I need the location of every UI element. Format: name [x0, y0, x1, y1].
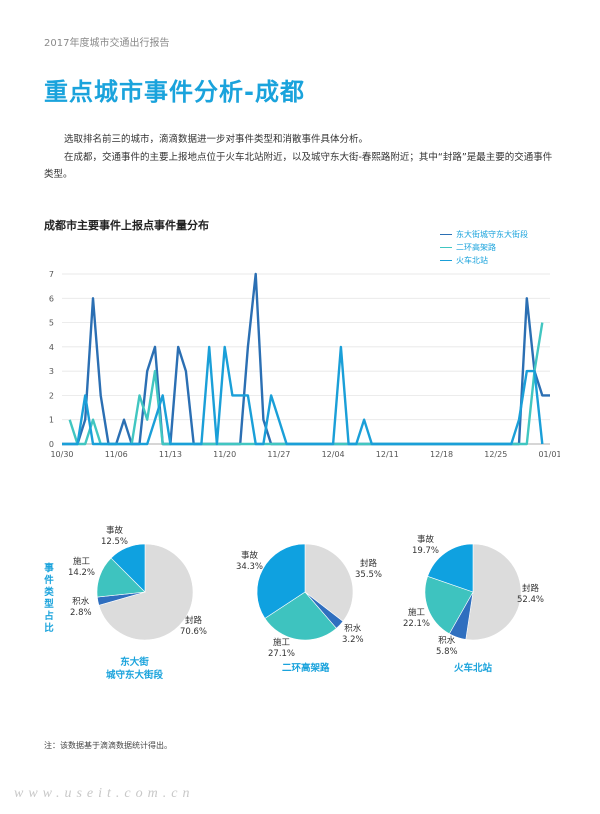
- slice-name: 封路: [185, 616, 203, 626]
- pie-chart-huochebeizhan: [424, 543, 522, 641]
- legend-swatch: [440, 234, 452, 235]
- line-chart-legend: 东大街城守东大街段 二环高架路 火车北站: [440, 228, 528, 267]
- pie-slice-封路: [304, 543, 354, 622]
- slice-name: 事故: [106, 526, 124, 536]
- x-tick-label: 12/18: [430, 450, 453, 459]
- y-tick-label: 6: [49, 294, 54, 303]
- slice-value: 5.8%: [436, 646, 458, 657]
- y-tick-label: 0: [49, 440, 54, 449]
- pie-name-erhuan: 二环高架路: [282, 663, 330, 674]
- slice-value: 52.4%: [517, 594, 545, 605]
- pie-slice-施工: [424, 575, 474, 635]
- x-tick-label: 12/25: [484, 450, 507, 459]
- x-tick-label: 12/04: [322, 450, 345, 459]
- slice-value: 22.1%: [403, 618, 431, 629]
- pie-label-jishui: 积水 2.8%: [70, 597, 92, 618]
- pie-name-huochebeizhan: 火车北站: [454, 663, 493, 674]
- page-title: 重点城市事件分析-成都: [44, 78, 305, 106]
- y-tick-label: 4: [49, 343, 54, 352]
- slice-name: 积水: [344, 624, 362, 634]
- y-tick-label: 7: [49, 270, 54, 279]
- pie-label-shigong: 施工 14.2%: [68, 557, 95, 578]
- y-tick-label: 3: [49, 367, 54, 376]
- x-tick-label: 11/27: [267, 450, 290, 459]
- legend-label: 火车北站: [456, 256, 488, 265]
- slice-name: 积水: [72, 597, 90, 607]
- pie-name-dongdajie: 东大街 城守东大街段: [106, 657, 164, 681]
- pie-slice-封路: [465, 543, 522, 641]
- pie-label-shigu: 事故 19.7%: [412, 535, 439, 556]
- line-chart: 0 1 2 3 4 5 6 7 10/30 11/06 11/13 11/20 11/27 12/04 12…: [49, 270, 560, 459]
- slice-value: 3.2%: [342, 634, 364, 645]
- slice-name: 封路: [522, 584, 540, 594]
- pie-label-shigu: 事故 34.3%: [236, 551, 263, 572]
- series-line-1: [68, 322, 544, 446]
- pie-label-fenglu: 封路 35.5%: [355, 559, 382, 580]
- x-tick-label: 12/11: [376, 450, 399, 459]
- series-line-2: [62, 345, 544, 446]
- pie-side-label: 事件类型占比: [44, 563, 54, 634]
- slice-value: 2.8%: [70, 607, 92, 618]
- legend-swatch: [440, 260, 452, 261]
- slice-value: 34.3%: [236, 561, 264, 572]
- pie-slice-事故: [110, 543, 146, 593]
- slice-value: 70.6%: [180, 626, 208, 637]
- pie-label-shigong: 施工 27.1%: [268, 638, 295, 659]
- legend-item-dongdajie: 东大街城守东大街段: [440, 228, 528, 241]
- legend-item-erhuan: 二环高架路: [440, 241, 528, 254]
- slice-value: 12.5%: [101, 536, 129, 547]
- pie-slice-封路: [98, 543, 194, 641]
- slice-value: 19.7%: [412, 545, 440, 556]
- line-chart-title: 成都市主要事件上报点事件量分布: [44, 219, 209, 232]
- x-tick-label: 10/30: [50, 450, 73, 459]
- legend-label: 二环高架路: [456, 243, 496, 252]
- y-tick-label: 2: [49, 391, 54, 400]
- pie-slice-施工: [264, 591, 337, 641]
- x-tick-label: 11/13: [159, 450, 182, 459]
- report-header: 2017年度城市交通出行报告: [44, 38, 170, 49]
- pie-label-fenglu: 封路 70.6%: [180, 616, 207, 637]
- legend-label: 东大街城守东大街段: [456, 230, 528, 239]
- slice-value: 14.2%: [68, 567, 96, 578]
- pie-chart-dongdajie: [96, 543, 194, 641]
- legend-swatch: [440, 247, 452, 248]
- data-note: 注：该数据基于滴滴数据统计得出。: [44, 741, 172, 750]
- pie-slice-事故: [427, 543, 474, 593]
- pie-label-shigu: 事故 12.5%: [101, 526, 128, 547]
- x-tick-label: 01/01: [538, 450, 560, 459]
- slice-name: 施工: [408, 608, 426, 618]
- slice-name: 封路: [360, 559, 378, 569]
- pie-label-jishui: 积水 5.8%: [436, 636, 458, 657]
- pie-slice-事故: [256, 543, 306, 619]
- y-tick-label: 5: [49, 319, 54, 328]
- slice-value: 35.5%: [355, 569, 383, 580]
- x-tick-label: 11/20: [213, 450, 236, 459]
- slice-name: 事故: [417, 535, 435, 545]
- pie-label-shigong: 施工 22.1%: [403, 608, 430, 629]
- slice-name: 施工: [273, 638, 291, 648]
- slice-name: 事故: [241, 551, 259, 561]
- findings-paragraph: 在成都，交通事件的主要上报地点位于火车北站附近，以及城守东大街-春熙路附近；其中…: [44, 152, 553, 180]
- slice-name: 施工: [73, 557, 91, 567]
- slice-name: 积水: [438, 636, 456, 646]
- pie-chart-erhuan: [256, 543, 354, 641]
- legend-item-huochebeizhan: 火车北站: [440, 254, 528, 267]
- intro-paragraph: 选取排名前三的城市，滴滴数据进一步对事件类型和消散事件具体分析。: [64, 134, 369, 145]
- pie-label-jishui: 积水 3.2%: [342, 624, 364, 645]
- watermark: www.useit.com.cn: [14, 786, 195, 801]
- slice-value: 27.1%: [268, 648, 296, 659]
- x-tick-label: 11/06: [105, 450, 128, 459]
- y-tick-label: 1: [49, 416, 54, 425]
- pie-label-fenglu: 封路 52.4%: [517, 584, 544, 605]
